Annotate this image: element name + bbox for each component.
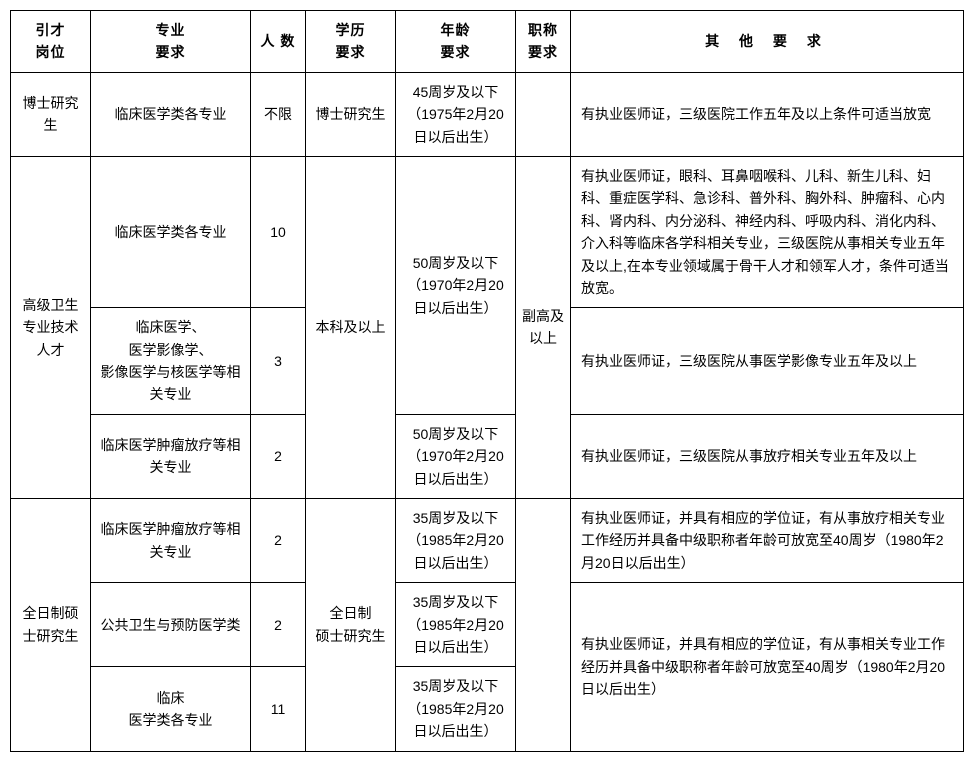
table-row: 博士研究生 临床医学类各专业 不限 博士研究生 45周岁及以下（1975年2月2… <box>11 72 964 156</box>
cell-count: 2 <box>251 583 306 667</box>
cell-position: 全日制硕士研究生 <box>11 499 91 752</box>
cell-count: 2 <box>251 414 306 498</box>
cell-major: 临床医学类各专业 <box>91 667 251 751</box>
header-other: 其 他 要 求 <box>571 11 964 73</box>
cell-other: 有执业医师证，三级医院从事放疗相关专业五年及以上 <box>571 414 964 498</box>
table-row: 临床医学肿瘤放疗等相关专业 2 50周岁及以下（1970年2月20日以后出生） … <box>11 414 964 498</box>
recruitment-table: 引才岗位 专业要求 人 数 学历要求 年龄要求 职称要求 其 他 要 求 博士研… <box>10 10 964 752</box>
cell-education: 全日制硕士研究生 <box>306 499 396 752</box>
cell-other: 有执业医师证，并具有相应的学位证，有从事放疗相关专业工作经历并具备中级职称者年龄… <box>571 499 964 583</box>
cell-age: 35周岁及以下（1985年2月20日以后出生） <box>396 667 516 751</box>
cell-count: 10 <box>251 156 306 307</box>
cell-other: 有执业医师证，三级医院从事医学影像专业五年及以上 <box>571 308 964 415</box>
cell-other: 有执业医师证，并具有相应的学位证，有从事相关专业工作经历并具备中级职称者年龄可放… <box>571 583 964 751</box>
cell-position: 博士研究生 <box>11 72 91 156</box>
header-position: 引才岗位 <box>11 11 91 73</box>
cell-education: 本科及以上 <box>306 156 396 498</box>
cell-title <box>516 72 571 156</box>
header-education: 学历要求 <box>306 11 396 73</box>
cell-major: 临床医学、医学影像学、影像医学与核医学等相关专业 <box>91 308 251 415</box>
header-age: 年龄要求 <box>396 11 516 73</box>
cell-major: 临床医学类各专业 <box>91 156 251 307</box>
cell-count: 2 <box>251 499 306 583</box>
cell-other: 有执业医师证，眼科、耳鼻咽喉科、儿科、新生儿科、妇科、重症医学科、急诊科、普外科… <box>571 156 964 307</box>
table-row: 公共卫生与预防医学类 2 35周岁及以下（1985年2月20日以后出生） 有执业… <box>11 583 964 667</box>
cell-major: 公共卫生与预防医学类 <box>91 583 251 667</box>
cell-title <box>516 499 571 752</box>
header-title: 职称要求 <box>516 11 571 73</box>
cell-major: 临床医学肿瘤放疗等相关专业 <box>91 499 251 583</box>
cell-age: 50周岁及以下（1970年2月20日以后出生） <box>396 156 516 414</box>
header-row: 引才岗位 专业要求 人 数 学历要求 年龄要求 职称要求 其 他 要 求 <box>11 11 964 73</box>
cell-title: 副高及以上 <box>516 156 571 498</box>
table-row: 高级卫生专业技术人才 临床医学类各专业 10 本科及以上 50周岁及以下（197… <box>11 156 964 307</box>
cell-age: 35周岁及以下（1985年2月20日以后出生） <box>396 499 516 583</box>
cell-education: 博士研究生 <box>306 72 396 156</box>
header-major: 专业要求 <box>91 11 251 73</box>
table-row: 全日制硕士研究生 临床医学肿瘤放疗等相关专业 2 全日制硕士研究生 35周岁及以… <box>11 499 964 583</box>
cell-major: 临床医学类各专业 <box>91 72 251 156</box>
cell-major: 临床医学肿瘤放疗等相关专业 <box>91 414 251 498</box>
cell-age: 50周岁及以下（1970年2月20日以后出生） <box>396 414 516 498</box>
cell-other: 有执业医师证，三级医院工作五年及以上条件可适当放宽 <box>571 72 964 156</box>
cell-age: 35周岁及以下（1985年2月20日以后出生） <box>396 583 516 667</box>
cell-count: 11 <box>251 667 306 751</box>
cell-count: 不限 <box>251 72 306 156</box>
cell-age: 45周岁及以下（1975年2月20日以后出生） <box>396 72 516 156</box>
cell-count: 3 <box>251 308 306 415</box>
header-count: 人 数 <box>251 11 306 73</box>
cell-position: 高级卫生专业技术人才 <box>11 156 91 498</box>
